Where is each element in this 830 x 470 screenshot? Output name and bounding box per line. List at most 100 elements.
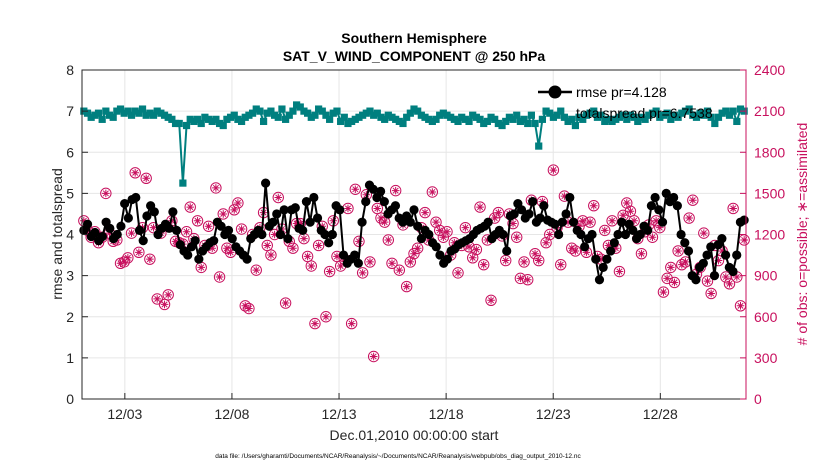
totalspread-point [285, 111, 293, 119]
totalspread-point [615, 113, 624, 121]
obs-possible-marker [239, 300, 251, 312]
x-tick-label: 12/03 [107, 406, 142, 422]
totalspread-point [351, 115, 359, 123]
y-tick-label-right: 0 [754, 391, 762, 407]
rmse-point [646, 201, 657, 211]
totalspread-point [447, 113, 455, 121]
obs-assimilated-marker [501, 256, 510, 265]
totalspread-point [395, 117, 403, 126]
obs-possible-marker [389, 184, 402, 197]
rmse-point [661, 188, 671, 198]
rmse-point [528, 197, 538, 207]
obs-possible-marker [162, 289, 174, 301]
obs-assimilated-marker [659, 288, 668, 296]
obs-possible-marker [235, 223, 248, 235]
totalspread-point [483, 117, 491, 126]
totalspread-point [634, 117, 642, 126]
obs-assimilated-marker [388, 259, 396, 268]
obs-assimilated-marker [667, 263, 675, 272]
totalspread-point [472, 113, 480, 121]
totalspread-point [604, 115, 613, 123]
totalspread-point [344, 119, 352, 128]
obs-possible-marker [433, 224, 446, 237]
totalspread-point [348, 117, 356, 126]
rmse-point [350, 250, 360, 260]
obs-possible-marker [309, 317, 321, 330]
totalspread-point [241, 113, 249, 121]
totalspread-point [637, 113, 646, 121]
obs-assimilated-marker [325, 267, 334, 276]
rmse-point [702, 250, 712, 260]
obs-possible-marker [400, 280, 413, 293]
totalspread-point [399, 119, 407, 128]
totalspread-point [215, 119, 224, 128]
obs-possible-marker [320, 311, 332, 323]
totalspread-point [476, 115, 484, 123]
totalspread-point [87, 113, 95, 121]
rmse-point [327, 229, 337, 240]
rmse-point [739, 215, 749, 225]
obs-assimilated-marker [373, 204, 382, 213]
totalspread-point [513, 111, 521, 119]
totalspread-point [289, 107, 297, 115]
rmse-point [509, 209, 519, 219]
obs-assimilated-marker [439, 233, 448, 242]
totalspread-point [714, 113, 723, 121]
obs-assimilated-marker [116, 259, 125, 268]
obs-assimilated-marker [490, 214, 499, 222]
totalspread-point [531, 119, 539, 128]
obs-assimilated-marker [402, 282, 411, 291]
obs-assimilated-marker [468, 254, 477, 262]
obs-assimilated-marker [678, 260, 686, 269]
obs-assimilated-marker [707, 289, 715, 298]
obs-assimilated-marker [589, 201, 598, 210]
obs-assimilated-marker [729, 204, 737, 213]
rmse-point [565, 192, 575, 203]
obs-assimilated-marker [542, 238, 550, 247]
obs-assimilated-marker [494, 208, 503, 217]
totalspread-point [711, 119, 719, 128]
obs-possible-marker [661, 272, 673, 285]
obs-possible-marker [668, 276, 681, 289]
obs-possible-marker [191, 215, 204, 227]
rmse-point [617, 217, 627, 227]
obs-assimilated-marker [230, 206, 239, 214]
totalspread-point [245, 111, 253, 119]
obs-assimilated-marker [718, 247, 726, 255]
obs-assimilated-marker [652, 216, 660, 225]
obs-possible-marker [478, 258, 490, 271]
totalspread-point [410, 105, 418, 113]
totalspread-point [248, 109, 257, 117]
rmse-point [298, 225, 308, 235]
totalspread-point [337, 117, 345, 126]
obs-assimilated-marker [355, 237, 363, 246]
rmse-point [606, 246, 616, 256]
totalspread-point [659, 111, 668, 119]
obs-possible-marker [584, 216, 596, 228]
obs-assimilated-marker [142, 174, 150, 183]
totalspread-point [168, 115, 176, 123]
totalspread-point [171, 119, 180, 128]
rmse-point [216, 221, 226, 231]
totalspread-point [700, 111, 708, 119]
rmse-point [709, 271, 720, 281]
x-tick-label: 12/08 [214, 406, 249, 422]
obs-assimilated-marker [237, 225, 246, 233]
y-tick-label-left: 6 [66, 144, 74, 160]
totalspread-point [116, 105, 125, 113]
obs-assimilated-marker [556, 260, 565, 269]
obs-assimilated-marker [347, 319, 356, 328]
totalspread-point [377, 113, 385, 121]
totalspread-point [403, 113, 411, 121]
legend-spread-label: totalspread pr=6.7538 [576, 105, 713, 121]
obs-possible-marker [349, 183, 362, 195]
rmse-point [301, 197, 312, 207]
totalspread-point [381, 115, 389, 123]
totalspread-point [516, 117, 524, 126]
x-tick-label: 12/18 [429, 406, 464, 422]
rmse-point [654, 205, 664, 215]
obs-possible-marker [301, 250, 314, 263]
obs-assimilated-marker [689, 196, 697, 205]
totalspread-point [131, 107, 139, 115]
y-tick-label-right: 2400 [754, 62, 785, 78]
